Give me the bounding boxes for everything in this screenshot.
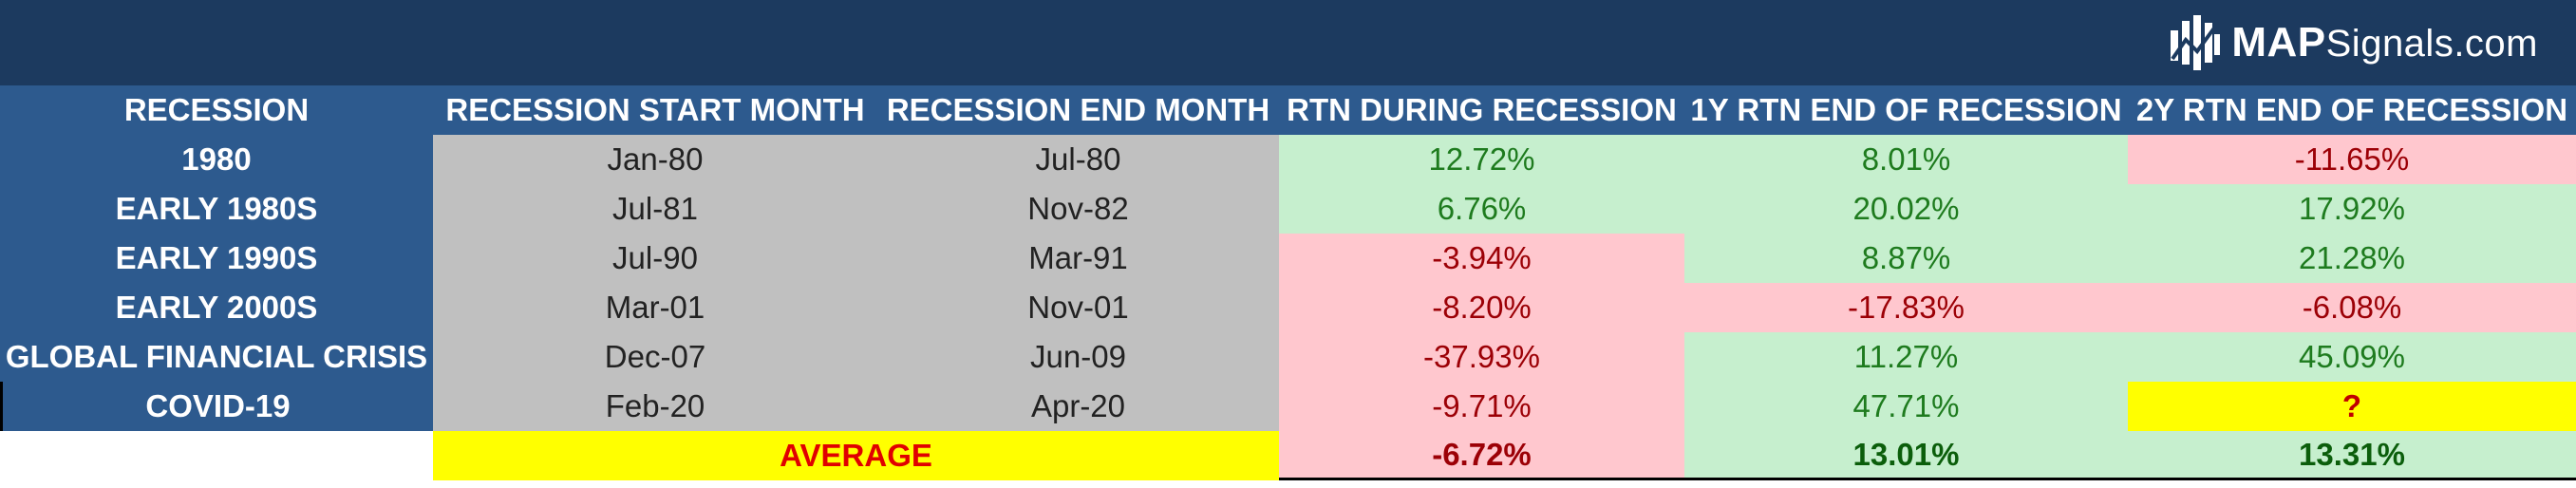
- recession-name-cell: COVID-19: [0, 382, 433, 431]
- logo-text-rest: Signals.com: [2325, 23, 2538, 65]
- average-rtn-during: -6.72%: [1279, 431, 1684, 480]
- column-header-recession: RECESSION: [0, 85, 433, 135]
- average-rtn-1y: 13.01%: [1684, 431, 2128, 480]
- logo-mark-icon: [2171, 15, 2221, 70]
- logo-text: MAPSignals.com: [2231, 19, 2538, 66]
- recession-name-cell: EARLY 1980S: [0, 184, 433, 234]
- start-month-cell: Jul-81: [433, 184, 877, 234]
- average-rtn-2y: 13.31%: [2128, 431, 2576, 480]
- mapsignals-logo: MAPSignals.com: [2169, 9, 2538, 76]
- rtn-2y-unknown-cell: ?: [2128, 382, 2576, 431]
- rtn-2y-cell: 17.92%: [2128, 184, 2576, 234]
- rtn-1y-cell: 47.71%: [1684, 382, 2128, 431]
- rtn-2y-cell: -6.08%: [2128, 283, 2576, 332]
- recession-returns-table: RECESSION RECESSION START MONTH RECESSIO…: [0, 85, 2576, 480]
- recession-name-cell: EARLY 2000S: [0, 283, 433, 332]
- end-month-cell: Nov-82: [877, 184, 1279, 234]
- end-month-cell: Jun-09: [877, 332, 1279, 382]
- rtn-1y-cell: -17.83%: [1684, 283, 2128, 332]
- end-month-cell: Jul-80: [877, 135, 1279, 184]
- average-blank-cell: [0, 431, 433, 480]
- rtn-during-cell: -3.94%: [1279, 234, 1684, 283]
- start-month-cell: Jul-90: [433, 234, 877, 283]
- recession-name-cell: EARLY 1990S: [0, 234, 433, 283]
- rtn-during-cell: 6.76%: [1279, 184, 1684, 234]
- start-month-cell: Jan-80: [433, 135, 877, 184]
- rtn-1y-cell: 8.01%: [1684, 135, 2128, 184]
- header-banner: MAPSignals.com: [0, 0, 2576, 85]
- column-header-1y-rtn: 1Y RTN END OF RECESSION: [1684, 85, 2128, 135]
- rtn-during-cell: -8.20%: [1279, 283, 1684, 332]
- rtn-1y-cell: 8.87%: [1684, 234, 2128, 283]
- rtn-during-cell: 12.72%: [1279, 135, 1684, 184]
- end-month-cell: Nov-01: [877, 283, 1279, 332]
- start-month-cell: Mar-01: [433, 283, 877, 332]
- start-month-cell: Feb-20: [433, 382, 877, 431]
- rtn-during-cell: -9.71%: [1279, 382, 1684, 431]
- end-month-cell: Apr-20: [877, 382, 1279, 431]
- logo-text-bold: MAP: [2231, 19, 2326, 66]
- rtn-during-cell: -37.93%: [1279, 332, 1684, 382]
- recession-name-cell: GLOBAL FINANCIAL CRISIS: [0, 332, 433, 382]
- end-month-cell: Mar-91: [877, 234, 1279, 283]
- rtn-2y-cell: 45.09%: [2128, 332, 2576, 382]
- rtn-1y-cell: 20.02%: [1684, 184, 2128, 234]
- start-month-cell: Dec-07: [433, 332, 877, 382]
- column-header-end-month: RECESSION END MONTH: [877, 85, 1279, 135]
- rtn-1y-cell: 11.27%: [1684, 332, 2128, 382]
- rtn-2y-cell: -11.65%: [2128, 135, 2576, 184]
- column-header-rtn-during: RTN DURING RECESSION: [1279, 85, 1684, 135]
- column-header-2y-rtn: 2Y RTN END OF RECESSION: [2128, 85, 2576, 135]
- recession-name-cell: 1980: [0, 135, 433, 184]
- column-header-start-month: RECESSION START MONTH: [433, 85, 877, 135]
- rtn-2y-cell: 21.28%: [2128, 234, 2576, 283]
- average-label: AVERAGE: [433, 431, 1279, 480]
